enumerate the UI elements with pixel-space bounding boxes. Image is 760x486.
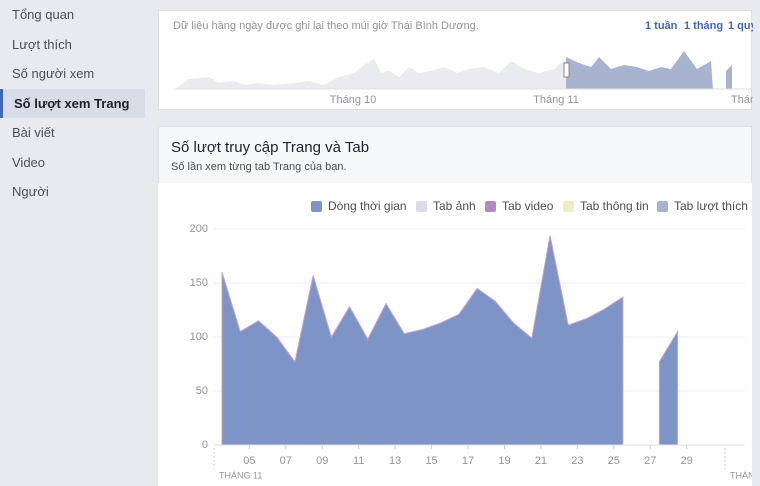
x-tick-label: 07 [280, 455, 292, 467]
legend-swatch [311, 201, 322, 212]
x-tick-label: 17 [462, 455, 474, 467]
x-tick-label: 15 [425, 455, 437, 467]
area [221, 235, 679, 446]
x-tick-label: 05 [243, 455, 255, 467]
sidebar-item[interactable]: Bài viết [12, 125, 55, 140]
range-option[interactable]: 1 tháng [684, 20, 723, 32]
range-overview: Dữ liệu hàng ngày được ghi lại theo múi … [173, 20, 758, 106]
legend-label: Tab lượt thích [674, 199, 748, 213]
sidebar-item[interactable]: Số lượt xem Trang [0, 88, 145, 118]
sidebar-item[interactable]: Video [12, 154, 46, 170]
range-note: Dữ liệu hàng ngày được ghi lại theo múi … [173, 20, 479, 32]
legend-label: Dòng thời gian [328, 199, 407, 213]
x-tick-label: 13 [389, 455, 401, 467]
x-tick-label: 29 [681, 455, 693, 467]
x-tick-label: 21 [535, 455, 547, 467]
y-tick-label: 0 [202, 439, 208, 451]
y-tick-label: 50 [196, 385, 208, 397]
month-label: Tháng 11 [533, 94, 579, 106]
x-tick-label: 25 [608, 455, 620, 467]
sidebar: Tổng quan Lượt thích Số người xem Số lượt x… [0, 0, 145, 207]
sidebar-item[interactable]: Số người xem [12, 66, 95, 81]
range-card: Dữ liệu hàng ngày được ghi lại theo múi … [158, 10, 758, 110]
x-tick-label: 23 [571, 455, 583, 467]
range-option[interactable]: 1 tuần [645, 20, 678, 32]
range-handle[interactable] [563, 62, 570, 78]
card-subtitle: Số lần xem từng tab Trang của bạn. [171, 161, 347, 173]
card-title: Số lượt truy cập Trang và Tab [171, 139, 370, 156]
legend-label: Tab video [502, 199, 554, 213]
range-option[interactable]: 1 quý [728, 20, 758, 32]
y-tick-label: 150 [190, 277, 208, 289]
sidebar-item[interactable]: Tổng quan [12, 7, 75, 22]
y-tick-label: 100 [190, 331, 208, 343]
legend-swatch [416, 201, 427, 212]
month-label: THÁN [730, 470, 752, 480]
month-label: Thán [731, 94, 753, 106]
chart-card: Số lượt truy cập Trang và Tab Số lần xem… [158, 126, 752, 486]
month-label: Tháng 10 [330, 94, 376, 106]
sidebar-item[interactable]: Lượt thích [12, 36, 72, 52]
x-tick-label: 19 [498, 455, 510, 467]
legend-swatch [657, 201, 668, 212]
overview-area [175, 59, 566, 89]
legend-label: Tab thông tin [580, 199, 649, 213]
x-tick-label: 11 [353, 455, 364, 467]
month-label: THÁNG 11 [219, 470, 262, 480]
x-tick-label: 09 [316, 455, 328, 467]
x-tick-label: 27 [644, 455, 656, 467]
y-tick-label: 200 [190, 223, 208, 235]
overview-selected-area [566, 51, 732, 89]
legend-label: Tab ảnh [433, 199, 476, 213]
sidebar-item[interactable]: Người [12, 184, 49, 199]
legend-swatch [563, 201, 574, 212]
legend-swatch [485, 201, 496, 212]
